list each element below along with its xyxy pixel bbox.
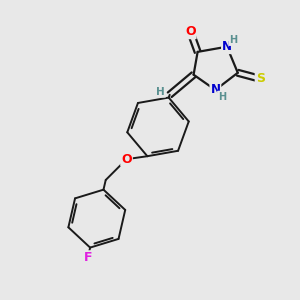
Text: N: N: [210, 83, 220, 97]
Text: H: H: [218, 92, 226, 101]
Text: H: H: [156, 87, 165, 97]
Text: F: F: [83, 251, 92, 264]
Text: H: H: [230, 35, 238, 45]
Text: O: O: [121, 153, 132, 166]
Text: N: N: [222, 40, 232, 53]
Text: S: S: [256, 72, 265, 85]
Text: O: O: [185, 25, 196, 38]
